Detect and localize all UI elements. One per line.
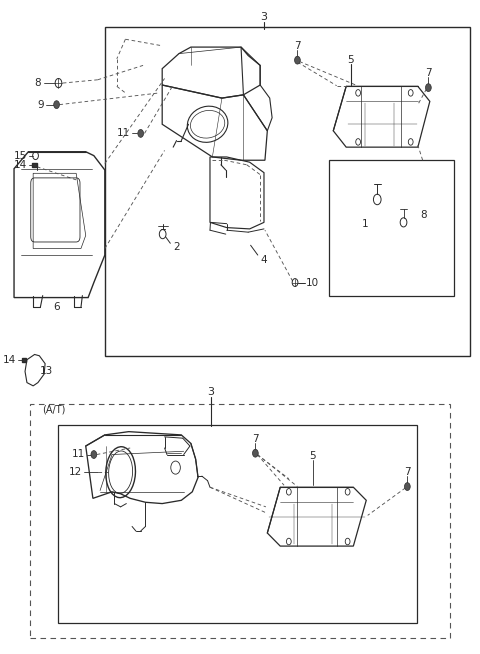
Text: 3: 3	[260, 12, 267, 22]
Bar	[30, 404, 450, 638]
Text: 10: 10	[306, 277, 319, 288]
Text: 11: 11	[117, 128, 130, 139]
Text: (A/T): (A/T)	[42, 404, 65, 415]
Text: 9: 9	[37, 99, 44, 110]
Bar	[59, 425, 417, 623]
Circle shape	[295, 56, 300, 64]
Text: 8: 8	[420, 209, 427, 220]
Text: 13: 13	[39, 366, 53, 376]
Text: 3: 3	[207, 387, 215, 398]
Text: 7: 7	[425, 68, 432, 78]
Circle shape	[405, 483, 410, 490]
Text: 12: 12	[69, 467, 83, 477]
Text: 2: 2	[173, 242, 180, 252]
Text: 14: 14	[14, 160, 27, 170]
Text: 14: 14	[3, 354, 16, 365]
Text: 7: 7	[294, 41, 301, 51]
Bar	[22, 358, 26, 362]
Circle shape	[91, 451, 96, 458]
Text: 7: 7	[404, 467, 411, 477]
Text: 5: 5	[310, 451, 316, 462]
Circle shape	[425, 84, 431, 92]
Circle shape	[54, 101, 60, 109]
Circle shape	[138, 129, 144, 137]
Text: 11: 11	[72, 449, 85, 459]
Text: 7: 7	[252, 434, 259, 445]
Text: 1: 1	[362, 218, 369, 229]
Bar	[105, 27, 470, 356]
Bar	[32, 163, 37, 167]
Text: 8: 8	[35, 78, 41, 88]
Text: 5: 5	[348, 55, 354, 65]
Text: 6: 6	[54, 302, 60, 313]
Circle shape	[252, 449, 258, 457]
Text: 4: 4	[261, 255, 267, 266]
Text: 15: 15	[14, 150, 27, 161]
Bar	[329, 160, 454, 296]
